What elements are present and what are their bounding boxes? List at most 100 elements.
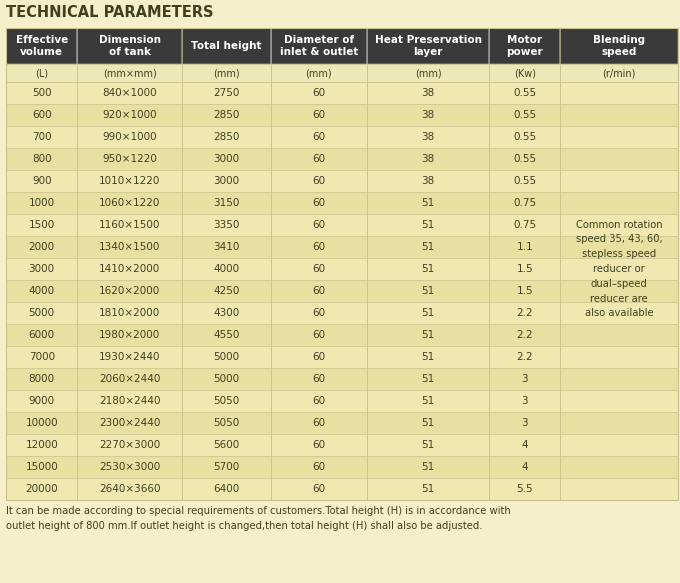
Bar [367, 82, 489, 104]
Bar [271, 368, 367, 390]
Bar [6, 126, 78, 148]
Bar [182, 456, 271, 478]
Bar [78, 368, 182, 390]
Text: 950×1220: 950×1220 [103, 154, 157, 164]
Bar [489, 302, 560, 324]
Bar [367, 346, 489, 368]
Bar [78, 64, 182, 82]
Text: (Kw): (Kw) [513, 68, 536, 78]
Text: 60: 60 [312, 330, 326, 340]
Bar [6, 64, 78, 82]
Bar [367, 28, 489, 64]
Bar [182, 236, 271, 258]
Bar [271, 236, 367, 258]
Text: 38: 38 [422, 110, 435, 120]
Text: 5050: 5050 [214, 396, 239, 406]
Text: 2750: 2750 [214, 88, 239, 98]
Text: 4300: 4300 [214, 308, 239, 318]
Text: 0.75: 0.75 [513, 220, 537, 230]
Text: 1500: 1500 [29, 220, 55, 230]
Text: 60: 60 [312, 484, 326, 494]
Text: 5000: 5000 [29, 308, 55, 318]
Bar [367, 64, 489, 82]
Bar [78, 390, 182, 412]
Bar [271, 214, 367, 236]
Text: 60: 60 [312, 242, 326, 252]
Bar [182, 390, 271, 412]
Bar [78, 302, 182, 324]
Bar [6, 82, 78, 104]
Bar [367, 478, 489, 500]
Bar [489, 456, 560, 478]
Bar [560, 214, 678, 236]
Text: 51: 51 [422, 352, 435, 362]
Bar [489, 368, 560, 390]
Text: 4250: 4250 [214, 286, 239, 296]
Bar [560, 434, 678, 456]
Bar [489, 82, 560, 104]
Text: 3000: 3000 [29, 264, 55, 274]
Bar [560, 148, 678, 170]
Bar [489, 390, 560, 412]
Bar [367, 170, 489, 192]
Text: 1.5: 1.5 [516, 286, 533, 296]
Bar [489, 214, 560, 236]
Bar [489, 28, 560, 64]
Text: 2000: 2000 [29, 242, 55, 252]
Bar [182, 148, 271, 170]
Text: 5.5: 5.5 [516, 484, 533, 494]
Bar [560, 258, 678, 280]
Text: 60: 60 [312, 220, 326, 230]
Text: 60: 60 [312, 88, 326, 98]
Text: 38: 38 [422, 88, 435, 98]
Text: 2060×2440: 2060×2440 [99, 374, 160, 384]
Bar [6, 258, 78, 280]
Bar [560, 412, 678, 434]
Bar [182, 434, 271, 456]
Text: 60: 60 [312, 440, 326, 450]
Text: 3000: 3000 [214, 154, 239, 164]
Text: 0.55: 0.55 [513, 132, 537, 142]
Text: 60: 60 [312, 176, 326, 186]
Bar [6, 434, 78, 456]
Bar [182, 64, 271, 82]
Text: 3: 3 [522, 374, 528, 384]
Text: (mm): (mm) [415, 68, 441, 78]
Text: 990×1000: 990×1000 [103, 132, 157, 142]
Text: 2270×3000: 2270×3000 [99, 440, 160, 450]
Text: 1930×2440: 1930×2440 [99, 352, 160, 362]
Bar [560, 126, 678, 148]
Bar [6, 324, 78, 346]
Text: 7000: 7000 [29, 352, 55, 362]
Bar [271, 324, 367, 346]
Bar [182, 478, 271, 500]
Bar [182, 214, 271, 236]
Text: 38: 38 [422, 176, 435, 186]
Text: 1810×2000: 1810×2000 [99, 308, 160, 318]
Text: Diameter of
inlet & outlet: Diameter of inlet & outlet [279, 35, 358, 57]
Text: 1620×2000: 1620×2000 [99, 286, 160, 296]
Bar [271, 170, 367, 192]
Bar [182, 324, 271, 346]
Bar [6, 302, 78, 324]
Bar [6, 104, 78, 126]
Bar [78, 170, 182, 192]
Bar [367, 324, 489, 346]
Text: TECHNICAL PARAMETERS: TECHNICAL PARAMETERS [6, 5, 214, 20]
Text: 2.2: 2.2 [516, 308, 533, 318]
Bar [78, 214, 182, 236]
Bar [560, 456, 678, 478]
Text: 51: 51 [422, 220, 435, 230]
Text: 8000: 8000 [29, 374, 55, 384]
Bar [271, 64, 367, 82]
Text: 1410×2000: 1410×2000 [99, 264, 160, 274]
Bar [489, 170, 560, 192]
Bar [271, 434, 367, 456]
Bar [367, 390, 489, 412]
Text: 2.2: 2.2 [516, 352, 533, 362]
Text: 0.55: 0.55 [513, 88, 537, 98]
Bar [271, 258, 367, 280]
Text: 60: 60 [312, 462, 326, 472]
Bar [6, 28, 678, 500]
Bar [182, 126, 271, 148]
